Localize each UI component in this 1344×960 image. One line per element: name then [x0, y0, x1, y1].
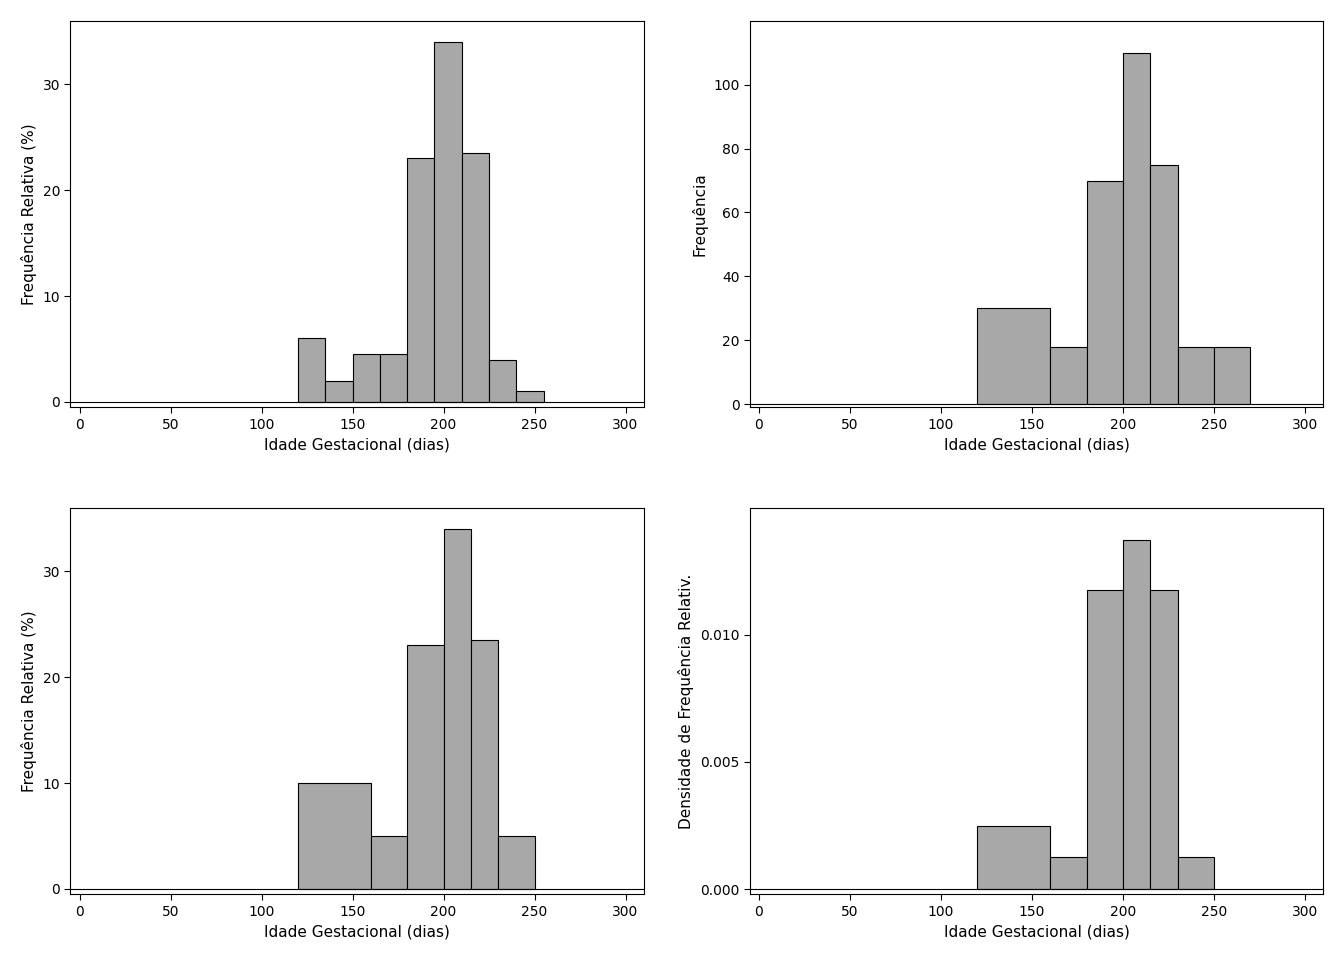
Bar: [371, 836, 407, 889]
Bar: [470, 640, 499, 889]
X-axis label: Idade Gestacional (dias): Idade Gestacional (dias): [943, 437, 1129, 452]
Bar: [1050, 347, 1086, 404]
Bar: [1214, 347, 1250, 404]
Bar: [1086, 180, 1124, 404]
Bar: [1177, 347, 1214, 404]
Bar: [489, 360, 516, 402]
Bar: [1124, 540, 1150, 889]
Bar: [1050, 857, 1086, 889]
X-axis label: Idade Gestacional (dias): Idade Gestacional (dias): [943, 924, 1129, 939]
Y-axis label: Frequência Relativa (%): Frequência Relativa (%): [22, 611, 36, 792]
Bar: [444, 529, 470, 889]
Bar: [407, 645, 444, 889]
Bar: [407, 158, 434, 402]
Bar: [325, 381, 352, 402]
Y-axis label: Densidade de Frequência Relativ.: Densidade de Frequência Relativ.: [679, 573, 695, 828]
Bar: [1177, 857, 1214, 889]
Bar: [977, 308, 1050, 404]
Y-axis label: Frequência Relativa (%): Frequência Relativa (%): [22, 123, 36, 305]
Bar: [1150, 164, 1177, 404]
Bar: [499, 836, 535, 889]
Bar: [380, 354, 407, 402]
Bar: [434, 42, 462, 402]
Bar: [298, 783, 371, 889]
Bar: [1124, 53, 1150, 404]
Y-axis label: Frequência: Frequência: [692, 172, 707, 256]
Bar: [462, 154, 489, 402]
Bar: [977, 826, 1050, 889]
Bar: [352, 354, 380, 402]
Bar: [298, 339, 325, 402]
X-axis label: Idade Gestacional (dias): Idade Gestacional (dias): [265, 924, 450, 939]
Bar: [1086, 590, 1124, 889]
Bar: [516, 392, 543, 402]
Bar: [1150, 590, 1177, 889]
X-axis label: Idade Gestacional (dias): Idade Gestacional (dias): [265, 437, 450, 452]
